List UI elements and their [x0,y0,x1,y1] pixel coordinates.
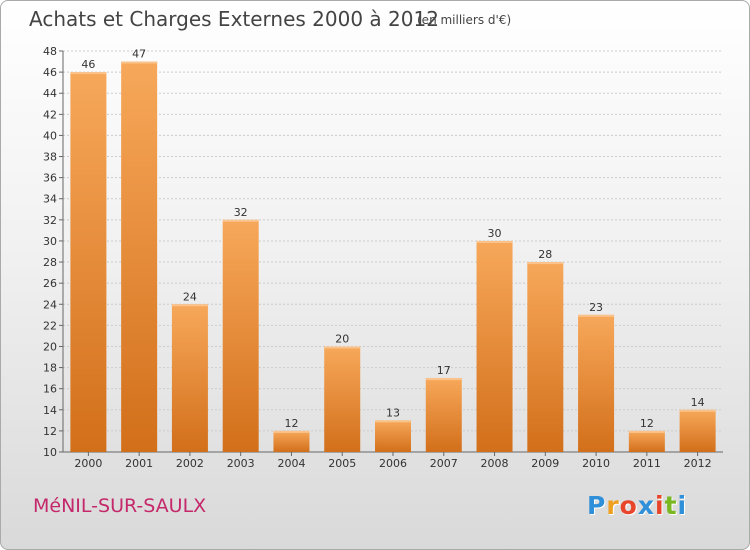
y-tick-label: 34 [43,193,57,206]
bar-highlight [222,219,259,222]
logo-letter: i [677,491,688,520]
bar-highlight [476,240,513,243]
logo-letter: P [587,491,607,520]
axes [59,50,723,456]
x-tick-label: 2004 [277,457,305,470]
logo-letter: t [664,491,678,520]
bar [425,378,462,452]
x-tick-label: 2012 [684,457,712,470]
bar [222,219,259,452]
x-tick-label: 2011 [633,457,661,470]
bar-value-label: 24 [183,290,197,303]
labels: 10 12 14 16 18 20 22 24 26 28 30 32 34 36 38 40 42 44 46 48… [43,45,712,470]
bar [70,72,107,453]
chart-title: Achats et Charges Externes 2000 à 2012 [29,7,439,31]
y-tick-label: 12 [43,425,57,438]
bar [121,61,158,452]
bar [273,430,310,452]
bar-highlight [70,72,107,75]
bar [628,430,665,452]
bar-highlight [628,430,665,433]
x-tick-label: 2002 [176,457,204,470]
y-tick-label: 14 [43,404,57,417]
bar-value-label: 28 [538,248,552,261]
bar-highlight [527,262,564,265]
y-tick-label: 20 [43,340,57,353]
y-tick-label: 48 [43,45,57,58]
bar [476,240,513,452]
x-tick-label: 2000 [74,457,102,470]
y-tick-label: 30 [43,235,57,248]
bar-highlight [121,61,158,64]
town-name: MéNIL-SUR-SAULX [33,495,207,517]
logo-letter: o [619,491,638,520]
bar [679,409,716,452]
bar-value-label: 12 [284,417,298,430]
x-tick-label: 2010 [582,457,610,470]
bar-value-label: 17 [437,364,451,377]
bar-value-label: 23 [589,301,603,314]
bar-highlight [171,304,208,307]
bar-value-label: 13 [386,406,400,419]
bar-highlight [679,409,716,412]
bar [171,304,208,452]
bar-highlight [578,314,615,317]
bars [70,61,716,453]
y-tick-label: 26 [43,277,57,290]
y-tick-label: 22 [43,319,57,332]
bar [578,314,615,452]
y-tick-label: 36 [43,172,57,185]
bar-value-label: 12 [640,417,654,430]
y-tick-label: 42 [43,108,57,121]
y-tick-label: 18 [43,362,57,375]
logo-letter: r [606,491,620,520]
bar-highlight [324,346,361,349]
proxiti-logo: Proxiti [587,491,687,520]
y-tick-label: 44 [43,87,57,100]
bar-value-label: 47 [132,48,146,61]
bar-value-label: 46 [81,58,95,71]
y-tick-label: 16 [43,383,57,396]
x-tick-label: 2006 [379,457,407,470]
bar-value-label: 30 [488,227,502,240]
bar-value-label: 32 [234,206,248,219]
bar-value-label: 20 [335,332,349,345]
chart-subtitle: (en milliers d'€) [417,13,512,27]
y-tick-label: 40 [43,129,57,142]
y-tick-label: 28 [43,256,57,269]
y-tick-label: 32 [43,214,57,227]
y-tick-label: 10 [43,446,57,459]
bar-highlight [425,378,462,381]
x-tick-label: 2008 [481,457,509,470]
x-tick-label: 2001 [125,457,153,470]
bar [527,262,564,452]
y-tick-label: 46 [43,66,57,79]
bar-highlight [375,420,411,423]
logo-letter: x [637,491,655,520]
bar-highlight [273,430,310,433]
y-tick-label: 38 [43,151,57,164]
y-tick-label: 24 [43,298,57,311]
x-tick-label: 2007 [430,457,458,470]
x-tick-label: 2003 [227,457,255,470]
bar [375,420,411,452]
bar [324,346,361,452]
x-tick-label: 2009 [531,457,559,470]
x-tick-label: 2005 [328,457,356,470]
bar-value-label: 14 [691,396,705,409]
grid-lines [63,50,723,453]
logo-letter: i [655,491,665,520]
